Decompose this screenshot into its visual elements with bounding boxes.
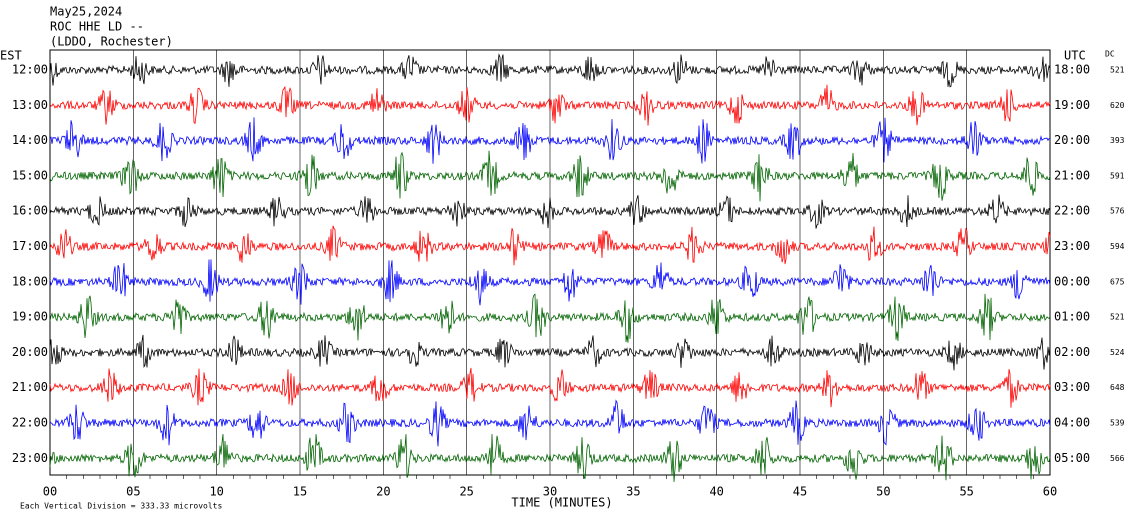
utc-label: 21:00	[1054, 168, 1090, 182]
x-tick-label: 25	[459, 485, 473, 499]
dc-value: 524	[1110, 348, 1125, 357]
dc-value: 521	[1110, 66, 1125, 75]
est-label: 15:00	[12, 168, 48, 182]
x-tick-label: 00	[43, 485, 57, 499]
est-label: 20:00	[12, 345, 48, 359]
trace	[49, 293, 1051, 343]
dc-title: DC	[1105, 50, 1115, 59]
utc-label: 05:00	[1054, 451, 1090, 465]
utc-label: 18:00	[1054, 63, 1090, 77]
trace	[49, 259, 1051, 306]
est-label: 18:00	[12, 274, 48, 288]
dc-value: 539	[1110, 419, 1125, 428]
location: (LDDO, Rochester)	[50, 35, 173, 49]
utc-title: UTC	[1064, 49, 1086, 63]
dc-value: 648	[1110, 383, 1125, 392]
trace	[49, 150, 1051, 202]
utc-label: 22:00	[1054, 204, 1090, 218]
est-title: EST	[0, 49, 22, 63]
trace	[49, 434, 1051, 482]
utc-label: 00:00	[1054, 274, 1090, 288]
dc-value: 620	[1110, 101, 1125, 110]
est-label: 16:00	[12, 204, 48, 218]
x-tick-label: 55	[959, 485, 973, 499]
trace	[49, 194, 1051, 229]
footer: Each Vertical Division = 333.33 microvol…	[20, 502, 222, 511]
est-label: 14:00	[12, 133, 48, 147]
utc-label: 02:00	[1054, 345, 1090, 359]
date: May25,2024	[50, 5, 122, 19]
x-tick-label: 35	[626, 485, 640, 499]
est-label: 12:00	[12, 63, 48, 77]
utc-label: 03:00	[1054, 380, 1090, 394]
utc-label: 04:00	[1054, 416, 1090, 430]
trace	[49, 225, 1051, 266]
x-tick-label: 20	[376, 485, 390, 499]
est-label: 17:00	[12, 239, 48, 253]
trace	[49, 84, 1051, 126]
x-tick-label: 40	[709, 485, 723, 499]
x-tick-label: 05	[126, 485, 140, 499]
x-tick-label: 10	[209, 485, 223, 499]
utc-label: 20:00	[1054, 133, 1090, 147]
x-tick-label: 15	[293, 485, 307, 499]
trace	[49, 334, 1051, 371]
trace	[49, 117, 1051, 164]
est-label: 19:00	[12, 310, 48, 324]
trace	[49, 399, 1051, 447]
x-tick-label: 30	[543, 485, 557, 499]
est-label: 21:00	[12, 380, 48, 394]
dc-value: 591	[1110, 171, 1125, 180]
x-tick-label: 50	[876, 485, 890, 499]
dc-value: 521	[1110, 313, 1125, 322]
trace	[49, 367, 1051, 408]
x-tick-label: 60	[1043, 485, 1057, 499]
est-label: 13:00	[12, 98, 48, 112]
station: ROC HHE LD --	[50, 20, 144, 34]
dc-value: 675	[1110, 277, 1125, 286]
utc-label: 23:00	[1054, 239, 1090, 253]
x-axis-title: TIME (MINUTES)	[511, 496, 612, 510]
utc-label: 01:00	[1054, 310, 1090, 324]
x-tick-label: 45	[793, 485, 807, 499]
utc-label: 19:00	[1054, 98, 1090, 112]
dc-value: 393	[1110, 136, 1125, 145]
dc-value: 576	[1110, 207, 1125, 216]
dc-value: 594	[1110, 242, 1125, 251]
dc-value: 566	[1110, 454, 1125, 463]
est-label: 22:00	[12, 416, 48, 430]
trace	[49, 53, 1051, 88]
est-label: 23:00	[12, 451, 48, 465]
